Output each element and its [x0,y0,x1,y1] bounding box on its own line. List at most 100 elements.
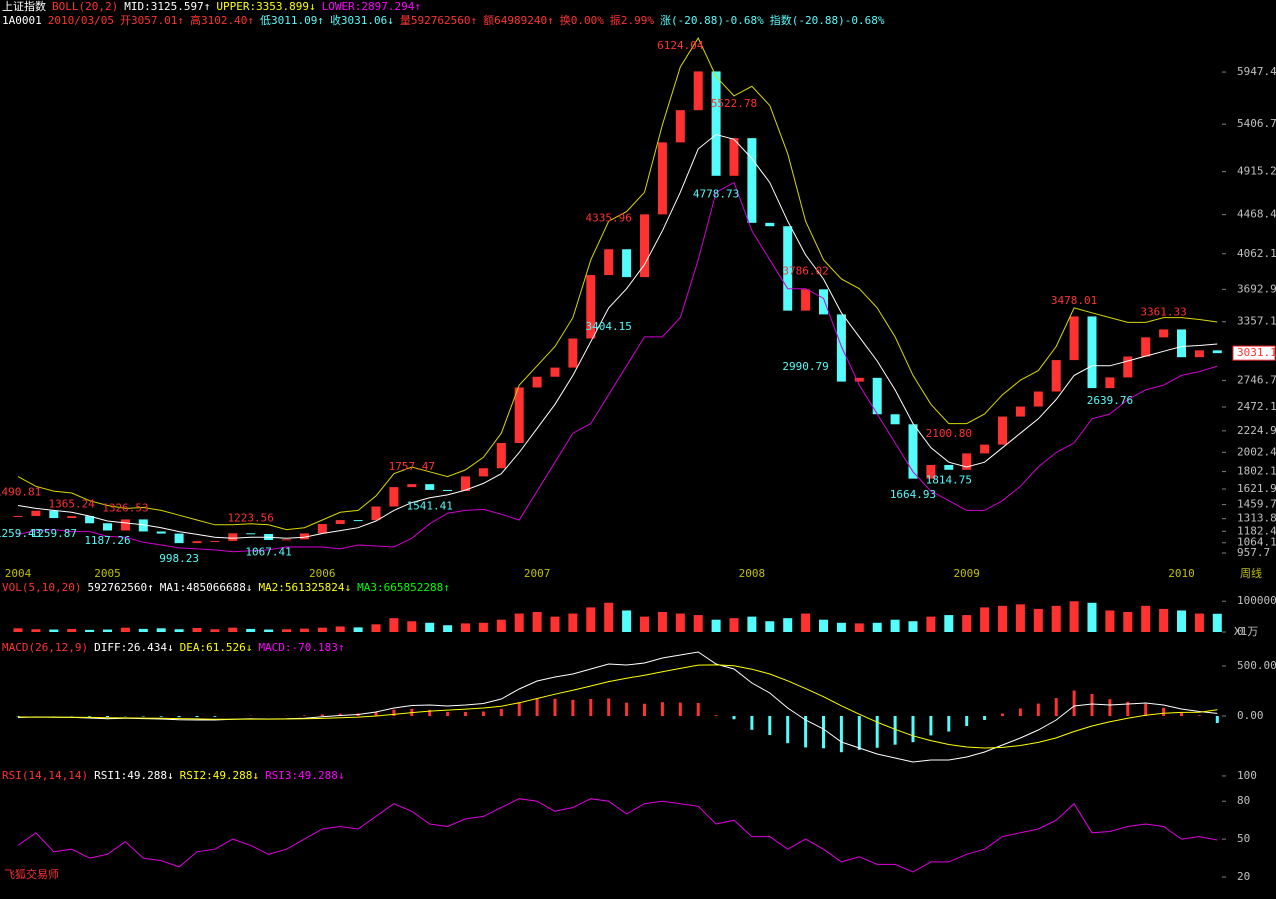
candle [604,249,614,276]
y-tick-label: 3692.9 [1237,282,1276,295]
x-tick-label: 2010 [1168,567,1195,580]
candle [1177,329,1186,358]
y-tick-label: 1182.4 [1237,524,1276,537]
high-label: 3786.02 [782,264,828,277]
indicator-text: 指数(-20.88)-0.68% [770,13,885,27]
candle [783,226,793,311]
volume-bar [747,616,757,632]
candle [317,524,327,534]
high-label: 4335.96 [586,211,632,224]
volume-bar [872,622,882,632]
y-tick-label: 1802.1 [1237,465,1276,478]
volume-bar [299,628,309,632]
candle [120,519,130,531]
candle [478,468,488,477]
volume-bar [443,625,453,632]
low-label: 1664.93 [890,488,936,501]
indicator-text: RSI(14,14,14) [2,769,88,782]
y-tick-label: 4062.1 [1237,247,1276,260]
candle [640,214,649,278]
low-label: 1067.41 [245,545,291,558]
candle [819,289,828,315]
candle [586,275,596,339]
low-label: 1814.75 [926,473,972,486]
volume-bar [836,622,846,632]
high-label: 5522.78 [711,97,757,110]
volume-bar [1069,601,1079,632]
high-label: 6124.04 [657,39,704,52]
candle [1051,360,1061,392]
volume-bar [532,612,542,632]
x-tick-label: 2004 [5,567,32,580]
y-tick-label: 1459.7 [1237,498,1276,511]
indicator-text: 振2.99% [610,13,654,27]
candle [890,414,900,425]
candle [998,416,1007,445]
y-tick-label: 2224.9 [1237,424,1276,437]
volume-bar [407,621,417,632]
indicator-text: 592762560↑ [87,581,153,594]
volume-bar [389,618,399,632]
low-label: 1259.43 [0,527,41,540]
volume-bar [138,628,148,632]
candle [1123,356,1133,378]
candle [443,489,453,491]
candle [67,516,77,519]
indicator-text: 高3102.40↑ [190,13,254,27]
volume-bar [1141,605,1151,632]
volume-bar [13,628,23,632]
y-tick-label: 5947.4 [1237,65,1276,78]
candle [711,71,721,176]
candle [568,338,578,368]
high-label: 2100.80 [926,427,972,440]
volume-bar [85,629,95,632]
candle [353,520,363,522]
volume-bar [604,602,614,632]
volume-bar [31,629,41,632]
candle [103,523,112,531]
candle [425,484,435,490]
watermark: 飞狐交易师 [4,867,59,881]
volume-bar [675,613,685,632]
indicator-text: 收3031.06↓ [330,13,394,27]
indicator-text: MA2:561325824↓ [258,581,351,594]
candle [1087,316,1097,389]
volume-bar [317,627,327,632]
indicator-text: 上证指数 [2,0,46,13]
candle [532,376,542,388]
volume-bar [1015,604,1025,632]
volume-bar [854,623,864,632]
volume-bar [103,629,112,632]
period-label: 周线 [1240,566,1262,580]
volume-bar [210,629,220,632]
candle [908,424,918,479]
indicator-text: 2010/03/05 [48,14,114,27]
volume-bar [335,626,345,632]
y-tick-label: 2472.1 [1237,400,1276,413]
unit-label: X1万 [1234,625,1258,638]
y-tick-label: 20 [1237,870,1250,883]
y-tick-label: 2002.4 [1237,445,1276,458]
candle [371,506,381,521]
candle [926,464,936,479]
candle [282,539,291,541]
boll-line [17,37,1218,531]
x-tick-label: 2005 [94,567,121,580]
y-tick-label: 100 [1237,769,1257,782]
boll-line [17,133,1218,539]
indicator-text: LOWER:2897.294↑ [322,0,421,13]
volume-bar [1159,608,1169,632]
volume-bar [1212,613,1222,632]
indicator-text: RSI2:49.288↓ [180,769,259,782]
volume-bar [729,618,739,632]
high-label: 1365.24 [49,498,96,511]
y-tick-label: 500.00 [1237,659,1276,672]
y-tick-label: 100000 [1237,594,1276,607]
volume-bar [67,628,77,632]
candle [1105,377,1115,389]
volume-bar [998,605,1007,632]
volume-bar [568,613,578,632]
volume-bar [819,619,828,632]
volume-bar [192,628,202,632]
